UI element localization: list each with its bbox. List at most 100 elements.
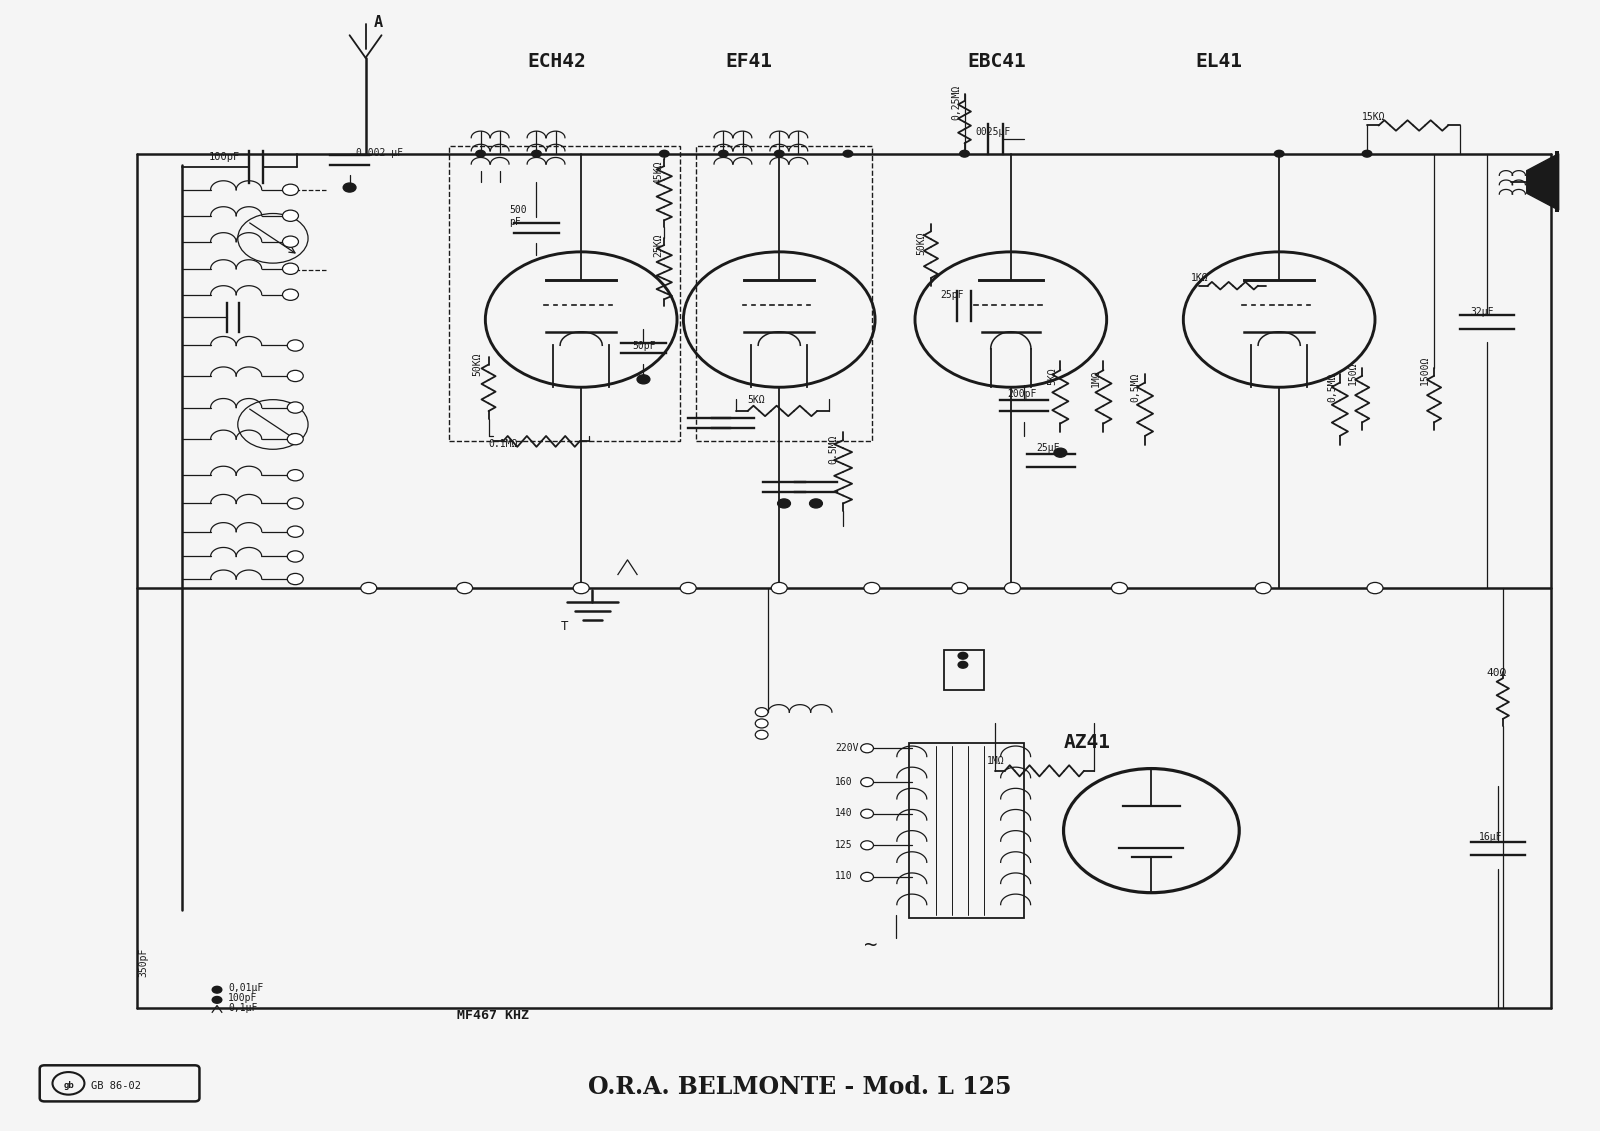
Circle shape [755,731,768,740]
Text: gb: gb [64,1081,75,1090]
Text: 0,01μF: 0,01μF [229,983,264,993]
Text: 50KΩ: 50KΩ [472,353,483,375]
Circle shape [288,498,304,509]
Circle shape [288,551,304,562]
Circle shape [456,582,472,594]
Text: 150Ω: 150Ω [1347,362,1358,385]
Text: 0,25MΩ: 0,25MΩ [952,85,962,120]
Circle shape [960,150,970,157]
Circle shape [1112,582,1128,594]
Circle shape [213,986,222,993]
Circle shape [1362,150,1371,157]
Text: 125: 125 [835,840,853,849]
Circle shape [213,996,222,1003]
Text: A: A [373,15,382,29]
Circle shape [659,150,669,157]
Circle shape [1005,582,1021,594]
Circle shape [283,236,299,248]
Text: 220V: 220V [835,743,859,753]
Text: 1KΩ: 1KΩ [1192,274,1210,284]
Text: 45KΩ: 45KΩ [653,161,662,184]
Circle shape [958,653,968,659]
Text: T: T [560,620,568,633]
Text: 1500Ω: 1500Ω [1419,355,1430,385]
Text: EL41: EL41 [1195,52,1242,71]
Circle shape [958,662,968,668]
Circle shape [843,150,853,157]
Text: 0,5MΩ: 0,5MΩ [1326,372,1338,402]
Bar [448,146,680,441]
Circle shape [718,150,728,157]
Text: O.R.A. BELMONTE - Mod. L 125: O.R.A. BELMONTE - Mod. L 125 [589,1074,1011,1098]
Circle shape [1274,150,1283,157]
Circle shape [288,370,304,381]
Circle shape [755,719,768,728]
Bar [909,743,1024,917]
Text: GB 86-02: GB 86-02 [91,1081,141,1091]
Text: 25KΩ: 25KΩ [653,234,662,258]
Text: AZ41: AZ41 [1064,733,1110,752]
Circle shape [755,708,768,717]
Circle shape [360,582,376,594]
Circle shape [637,374,650,383]
Text: 0025μF: 0025μF [976,127,1011,137]
Circle shape [861,778,874,787]
Text: 0,5MΩ: 0,5MΩ [1131,372,1141,402]
Text: 0.1MΩ: 0.1MΩ [488,439,518,449]
Circle shape [288,339,304,351]
Circle shape [771,582,787,594]
Circle shape [1256,582,1270,594]
Text: 40Ω: 40Ω [1486,668,1507,679]
Text: 100pF: 100pF [210,152,240,162]
Text: 50KΩ: 50KΩ [917,232,926,256]
Circle shape [288,402,304,413]
Text: 25μF: 25μF [1037,442,1059,452]
Circle shape [288,526,304,537]
Text: 200pF: 200pF [1008,389,1037,398]
Circle shape [288,469,304,481]
Circle shape [1366,582,1382,594]
Text: 0.5MΩ: 0.5MΩ [829,434,838,464]
Circle shape [864,582,880,594]
Text: 5KΩ: 5KΩ [1048,368,1058,385]
Circle shape [778,499,790,508]
Text: 32μF: 32μF [1470,308,1494,318]
Bar [944,650,984,690]
Polygon shape [1526,154,1558,210]
Circle shape [531,150,541,157]
Text: 5KΩ: 5KΩ [747,396,765,405]
Text: 500
pF: 500 pF [509,206,526,227]
Text: 16μF: 16μF [1478,832,1502,841]
Text: 25pF: 25pF [941,291,965,301]
Circle shape [283,184,299,196]
Text: ECH42: ECH42 [528,52,587,71]
Circle shape [861,840,874,849]
Text: 140: 140 [835,809,853,818]
Text: 15KΩ: 15KΩ [1362,112,1386,122]
Circle shape [861,809,874,818]
Circle shape [861,744,874,753]
Circle shape [342,183,355,192]
Circle shape [1054,448,1067,457]
Text: MF467 KHZ: MF467 KHZ [456,1010,528,1022]
Circle shape [810,499,822,508]
Circle shape [475,150,485,157]
Text: ~: ~ [864,934,877,955]
Circle shape [288,433,304,444]
Text: 1MΩ: 1MΩ [987,757,1005,767]
Circle shape [288,573,304,585]
Text: 1MΩ: 1MΩ [1091,370,1101,387]
Text: 350pF: 350pF [139,948,149,977]
Circle shape [774,150,784,157]
Text: EBC41: EBC41 [966,52,1026,71]
Text: EF41: EF41 [725,52,773,71]
Circle shape [861,872,874,881]
Text: 0.002 μF: 0.002 μF [355,148,403,158]
Text: 160: 160 [835,777,853,787]
Text: 110: 110 [835,871,853,881]
Circle shape [573,582,589,594]
Circle shape [680,582,696,594]
Text: 50pF: 50pF [632,342,656,351]
Circle shape [952,582,968,594]
Bar [696,146,872,441]
